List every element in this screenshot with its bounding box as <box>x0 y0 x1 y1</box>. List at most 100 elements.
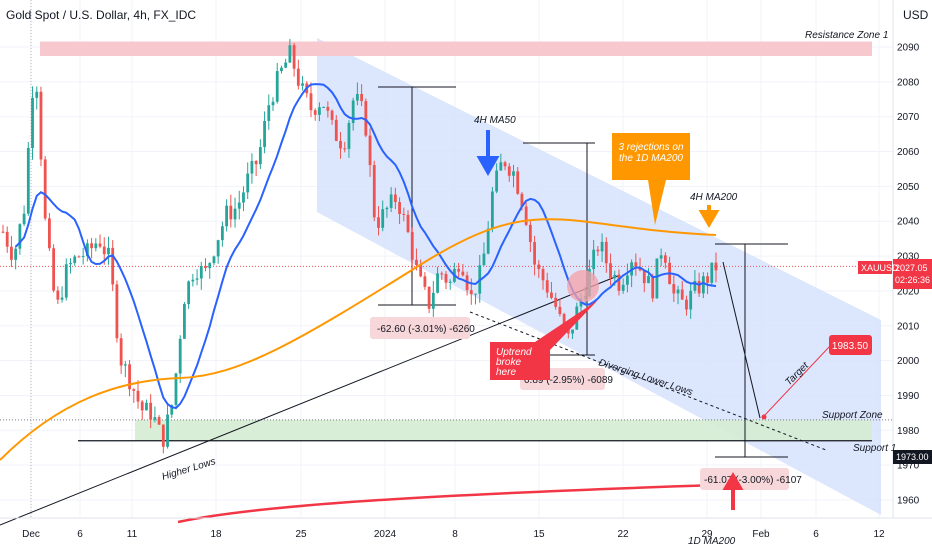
candle-body <box>250 161 254 174</box>
candle-body <box>431 292 435 309</box>
candle-body <box>208 263 212 269</box>
candle-body <box>562 314 566 329</box>
candle-body <box>714 262 718 271</box>
rejections-line-1: 3 rejections on <box>618 142 683 153</box>
candle-body <box>701 276 705 294</box>
candle-body <box>334 119 338 141</box>
candle-body <box>537 264 541 270</box>
drop-badge-1 <box>370 317 470 339</box>
ma200-4h-arrow <box>698 205 720 228</box>
support-zone <box>135 419 872 441</box>
candle-body <box>448 281 452 283</box>
candle-body <box>301 83 304 86</box>
symbol-label: XAUUSD <box>861 263 899 273</box>
x-tick-label: 2024 <box>374 529 397 540</box>
candle-body <box>52 248 56 291</box>
candle-body <box>364 101 368 136</box>
candle-body <box>533 242 536 265</box>
ma200-4h-line <box>0 218 717 461</box>
candle-body <box>621 284 625 291</box>
y-tick-label: 1960 <box>897 495 920 506</box>
descending-channel <box>317 38 881 515</box>
candle-body <box>229 205 233 220</box>
candle-body <box>161 424 165 447</box>
candle-body <box>512 171 515 176</box>
candle-body <box>225 205 229 227</box>
candle-body <box>609 263 612 279</box>
candle-body <box>166 414 169 447</box>
y-tick-label: 2060 <box>897 147 920 158</box>
x-tick-label: Feb <box>752 529 770 540</box>
candle-body <box>634 262 638 269</box>
candle-body <box>102 246 106 255</box>
price-axis: 1960 1970 1980 1990 2000 2010 2020 2030 2040 2050… <box>897 43 920 507</box>
candle-body <box>372 165 376 218</box>
candle-body <box>545 280 549 293</box>
candle-body <box>60 297 64 300</box>
candle-body <box>157 417 161 425</box>
candle-body <box>233 208 237 220</box>
candle-body <box>1 231 5 233</box>
x-tick-label: 18 <box>210 529 222 540</box>
candle-body <box>263 120 266 148</box>
candle-body <box>284 62 288 68</box>
countdown: 02:26:36 <box>895 275 930 285</box>
candle-body <box>140 401 144 411</box>
y-tick-label: 2000 <box>897 356 920 367</box>
time-axis[interactable]: Dec 6 11 18 25 2024 8 15 22 29 Feb 6 12 <box>22 529 885 540</box>
higher-lows-label: Higher Lows <box>161 456 217 483</box>
candle-body <box>14 248 18 260</box>
candle-body <box>351 100 355 123</box>
candle-body <box>343 148 347 150</box>
uptrend-callout <box>490 300 598 380</box>
candle-body <box>469 290 473 295</box>
candle-body <box>642 270 646 284</box>
x-tick-label: 6 <box>813 529 819 540</box>
candle-body <box>69 263 72 265</box>
candle-body <box>271 101 275 106</box>
candle-body <box>56 290 60 300</box>
candle-body <box>377 217 380 228</box>
candles <box>1 38 718 454</box>
candle-body <box>296 68 300 86</box>
candle-body <box>48 218 51 249</box>
candle-body <box>355 94 359 101</box>
candle-body <box>415 259 418 265</box>
candle-body <box>178 338 182 374</box>
candle-body <box>216 240 220 257</box>
candle-body <box>689 290 693 310</box>
candle-body <box>254 161 258 165</box>
candle-body <box>626 275 629 285</box>
candle-body <box>613 274 617 279</box>
candle-body <box>427 286 431 309</box>
candle-body <box>309 93 313 111</box>
candle-body <box>507 166 511 176</box>
ma200-1d-label: 1D MA200 <box>688 536 736 547</box>
candle-body <box>550 292 553 298</box>
candle-body <box>31 97 34 148</box>
target-point <box>761 414 767 420</box>
candle-body <box>280 67 283 72</box>
candle-body <box>655 258 659 299</box>
candle-body <box>18 224 22 249</box>
y-tick-label: 2090 <box>897 43 920 54</box>
level-badge <box>893 450 932 464</box>
ma50-arrow <box>476 130 500 177</box>
candle-body <box>119 338 123 366</box>
candle-body <box>123 364 127 366</box>
candle-body <box>499 162 503 171</box>
projection-line <box>722 261 761 419</box>
resistance-zone-label: Resistance Zone 1 <box>805 30 888 41</box>
symbol-badge <box>858 261 892 274</box>
candle-body <box>528 224 532 243</box>
uptrend-line-2: broke <box>496 357 521 368</box>
candle-body <box>39 91 43 160</box>
y-tick-label: 2070 <box>897 112 920 123</box>
x-tick-label: 25 <box>295 529 307 540</box>
currency-label[interactable]: USD <box>903 8 929 22</box>
x-tick-label: 15 <box>533 529 545 540</box>
chart-title: Gold Spot / U.S. Dollar, 4h, FX_IDC <box>6 8 196 22</box>
y-tick-label: 2010 <box>897 321 920 332</box>
y-tick-label: 1970 <box>897 461 920 472</box>
